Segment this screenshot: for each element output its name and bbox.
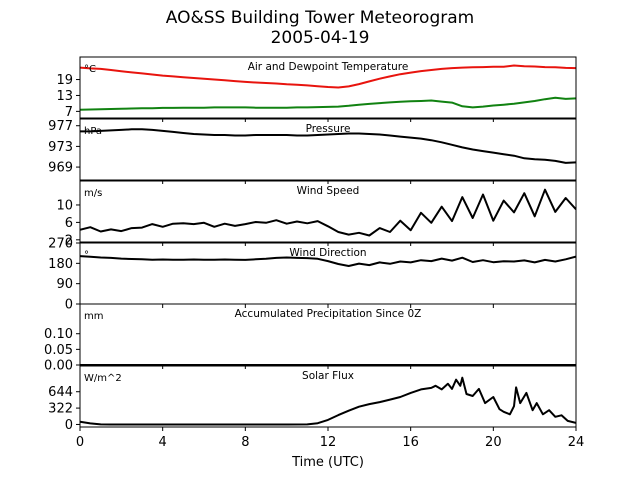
panel-title: Wind Direction	[289, 247, 366, 259]
panel-unit-label: mm	[84, 311, 103, 322]
y-tick-label: 0.10	[44, 327, 73, 342]
y-tick-label: 19	[56, 73, 73, 88]
panel-title: Air and Dewpoint Temperature	[248, 61, 409, 73]
y-tick-label: 13	[56, 89, 73, 104]
series-group	[80, 64, 576, 111]
series-line-1	[80, 188, 576, 237]
y-tick-label: 270	[48, 237, 73, 252]
y-tick-label: 969	[48, 161, 73, 176]
x-tick-label: 24	[568, 435, 585, 450]
panel-unit-label: m/s	[84, 188, 102, 199]
series-line-1	[80, 376, 576, 426]
panel-unit-label: W/m^2	[84, 373, 122, 384]
panel-5: 0.000.050.10 mm Accumulated Precipitation …	[44, 303, 577, 374]
y-tick-label: 322	[48, 402, 73, 417]
panel-unit-label: hPa	[84, 126, 102, 137]
y-tick-label: 2	[65, 233, 73, 248]
y-tick-label: 0	[65, 298, 73, 313]
x-tick-label: 20	[485, 435, 502, 450]
x-axis-label: Time (UTC)	[291, 455, 364, 470]
panel-unit-label: °	[84, 250, 89, 261]
y-tick-label: 90	[56, 277, 73, 292]
series-line-1	[80, 255, 576, 267]
figure-subtitle-date: 2005-04-19	[270, 28, 370, 48]
y-tick-label: 977	[48, 119, 73, 134]
panel-title: Accumulated Precipitation Since 0Z	[235, 308, 422, 320]
x-tick-label: 4	[159, 435, 167, 450]
series-line-1	[80, 128, 576, 164]
series-group	[80, 188, 576, 237]
x-tick-label: 16	[402, 435, 419, 450]
y-tick-label: 973	[48, 140, 73, 155]
panel-4: 0 90 180 270 ° Wind Direction	[48, 237, 577, 313]
y-tick-label: 180	[48, 257, 73, 272]
y-tick-label: 644	[48, 385, 73, 400]
panel-2: 969 973 977 hPa Pressure	[48, 118, 577, 184]
series-group	[80, 128, 576, 164]
series-group	[80, 255, 576, 267]
x-tick-label: 12	[320, 435, 337, 450]
y-tick-label: 6	[65, 216, 73, 231]
y-tick-label: 7	[65, 105, 73, 120]
series-line-1	[80, 64, 576, 89]
x-tick-label: 0	[76, 435, 84, 450]
panel-3: 2 6 10 m/s Wind Speed	[56, 180, 577, 248]
series-group	[80, 376, 576, 426]
x-axis: 0 4 8 12 16 20 24	[76, 435, 584, 450]
y-tick-label: 0.00	[44, 359, 73, 374]
figure-title: AO&SS Building Tower Meteorogram	[165, 8, 475, 28]
series-line-2	[80, 96, 576, 111]
y-tick-label: 0	[65, 418, 73, 433]
panel-title: Wind Speed	[297, 185, 360, 197]
panel-unit-label: °C	[84, 64, 96, 75]
panel-title: Solar Flux	[302, 370, 354, 382]
panel-title: Pressure	[306, 123, 351, 135]
y-tick-label: 10	[56, 198, 73, 213]
y-tick-label: 0.05	[44, 343, 73, 358]
x-tick-label: 8	[241, 435, 249, 450]
